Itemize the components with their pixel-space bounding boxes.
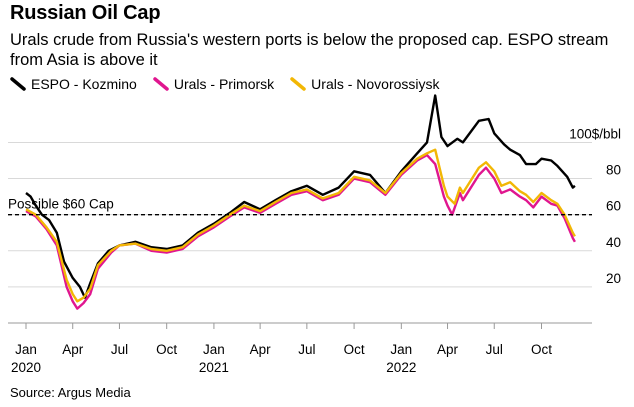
y-tick-label: 60 xyxy=(606,199,621,214)
x-tick-label: Apr xyxy=(437,342,459,357)
legend-label-espo: ESPO - Kozmino xyxy=(31,76,137,92)
legend: ESPO - Kozmino Urals - Primorsk Urals - … xyxy=(10,76,440,92)
x-tick-label: Jan xyxy=(15,342,37,357)
x-tick-year-label: 2022 xyxy=(386,360,416,375)
x-tick-year-label: 2020 xyxy=(11,360,41,375)
x-tick-label: Jul xyxy=(298,342,315,357)
x-tick-label: Apr xyxy=(62,342,84,357)
chart-title: Russian Oil Cap xyxy=(10,2,161,24)
legend-item-urals-novorossiysk: Urals - Novorossiysk xyxy=(290,76,440,92)
y-tick-label: 20 xyxy=(606,271,621,286)
legend-label-urals-novorossiysk: Urals - Novorossiysk xyxy=(311,76,440,92)
x-tick-label: Jul xyxy=(486,342,503,357)
x-tick-year-label: 2021 xyxy=(199,360,229,375)
x-tick-label: Jan xyxy=(390,342,412,357)
legend-item-urals-primorsk: Urals - Primorsk xyxy=(153,76,274,92)
legend-swatch-urals-novorossiysk xyxy=(290,77,306,91)
legend-label-urals-primorsk: Urals - Primorsk xyxy=(173,76,275,92)
legend-swatch-espo xyxy=(10,77,26,91)
y-tick-label: 80 xyxy=(606,163,621,178)
x-tick-label: Oct xyxy=(344,342,365,357)
y-tick-label: 40 xyxy=(606,235,621,250)
x-tick-label: Apr xyxy=(250,342,272,357)
legend-item-espo: ESPO - Kozmino xyxy=(10,76,137,92)
x-tick-label: Oct xyxy=(156,342,177,357)
x-tick-label: Jul xyxy=(111,342,128,357)
x-tick-label: Jan xyxy=(203,342,225,357)
series-line-urals-primorsk xyxy=(25,153,576,310)
series-line-espo-kozmino xyxy=(25,94,576,299)
y-tick-label: 100$/bbl xyxy=(569,126,621,141)
cap-reference-label: Possible $60 Cap xyxy=(8,197,114,212)
legend-swatch-urals-primorsk xyxy=(153,77,169,91)
x-tick-label: Oct xyxy=(531,342,552,357)
chart-subtitle: Urals crude from Russia's western ports … xyxy=(10,31,609,69)
series-line-urals-novorossiysk xyxy=(25,148,576,303)
source-note: Source: Argus Media xyxy=(10,385,131,400)
